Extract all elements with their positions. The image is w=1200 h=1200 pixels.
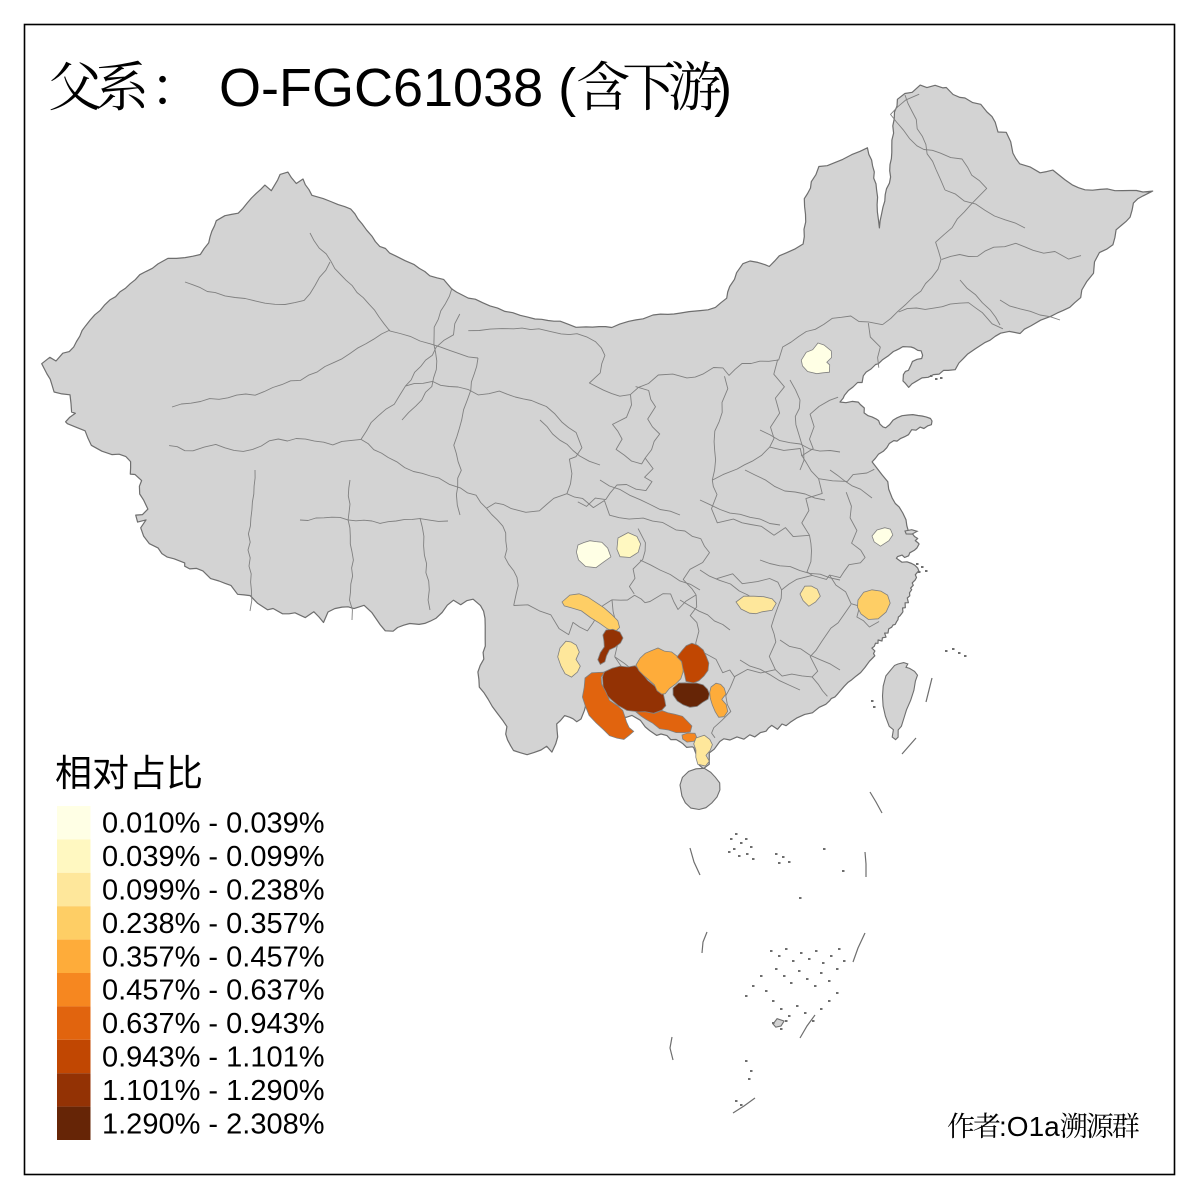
svg-text:作者:O1a溯源群: 作者:O1a溯源群 (947, 1105, 1140, 1145)
svg-text:0.010% - 0.039%: 0.010% - 0.039% (102, 808, 324, 840)
svg-text:0.357% - 0.457%: 0.357% - 0.457% (102, 941, 324, 973)
svg-text:0.039% - 0.099%: 0.039% - 0.099% (102, 841, 324, 873)
svg-text:0.099% - 0.238%: 0.099% - 0.238% (102, 875, 324, 907)
svg-text:1.290% - 2.308%: 1.290% - 2.308% (102, 1108, 324, 1140)
svg-text:0.943% - 1.101%: 0.943% - 1.101% (102, 1042, 324, 1074)
svg-text:0.238% - 0.357%: 0.238% - 0.357% (102, 908, 324, 940)
svg-text:0.457% - 0.637%: 0.457% - 0.637% (102, 975, 324, 1007)
svg-text:0.637% - 0.943%: 0.637% - 0.943% (102, 1008, 324, 1040)
svg-text:相对占比: 相对占比 (55, 753, 203, 794)
svg-text:父系：O-FGC61038 (含下游): 父系： O-FGC61038 (含下游) (48, 45, 732, 122)
svg-text:1.101% - 1.290%: 1.101% - 1.290% (102, 1075, 324, 1107)
